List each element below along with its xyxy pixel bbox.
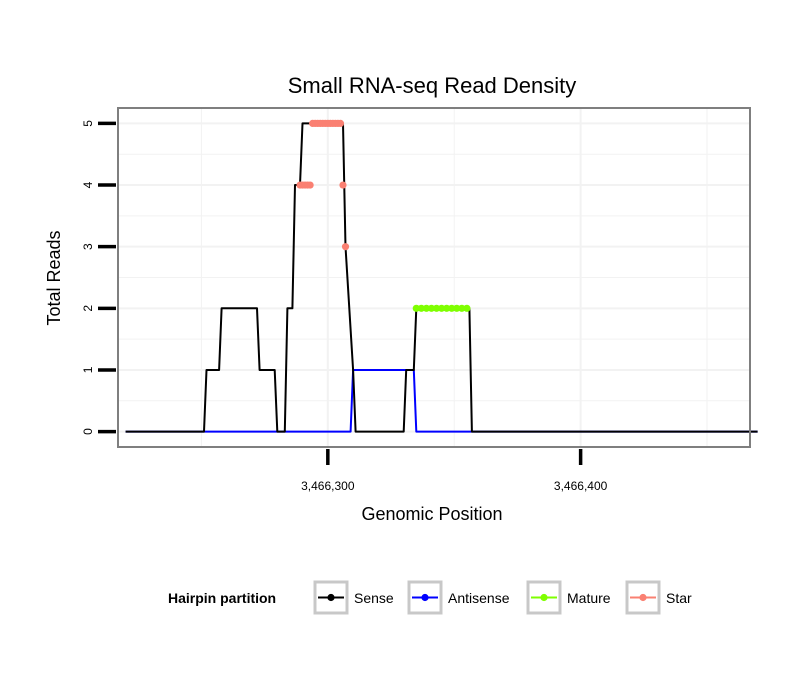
x-axis-title: Genomic Position <box>361 504 502 524</box>
x-tick-label: 3,466,400 <box>554 479 608 493</box>
axes: 0 1 2 3 4 5 3,466,300 3,466,400 <box>81 120 608 493</box>
legend-key-point-antisense <box>421 593 429 602</box>
data-point-star <box>336 119 345 128</box>
y-tick-label: 1 <box>81 366 95 373</box>
data-point-star <box>306 181 314 189</box>
y-axis-title: Total Reads <box>44 230 64 325</box>
legend-key-point-sense <box>327 593 335 602</box>
series-line-sense <box>125 122 758 433</box>
legend-title: Hairpin partition <box>168 590 276 606</box>
panel-border <box>117 107 751 448</box>
grid <box>118 108 750 447</box>
data-point-mature <box>427 304 436 312</box>
legend-label-sense: Sense <box>354 590 394 606</box>
y-tick-label: 2 <box>81 305 95 312</box>
y-tick-label: 0 <box>81 428 95 435</box>
x-tick-label: 3,466,300 <box>301 479 355 493</box>
y-tick-label: 3 <box>81 243 95 250</box>
data-point-mature <box>453 304 461 312</box>
y-tick-label: 4 <box>81 181 95 188</box>
data-point-mature <box>432 304 441 312</box>
data-point-mature <box>417 304 425 312</box>
data-point-mature <box>412 304 420 312</box>
data-point-mature <box>448 304 456 312</box>
y-tick-label: 5 <box>81 120 95 127</box>
legend-label-antisense: Antisense <box>448 590 510 606</box>
data-point-mature <box>437 304 446 312</box>
legend-label-mature: Mature <box>567 590 611 606</box>
data-point-mature <box>458 304 466 312</box>
data-point-mature <box>443 304 451 312</box>
legend-key-point-mature <box>540 593 548 602</box>
data-point-star <box>341 243 350 251</box>
legend-key-point-star <box>639 593 647 602</box>
data-point-star <box>339 181 347 189</box>
series-layer <box>125 119 758 433</box>
data-point-mature <box>422 304 431 312</box>
legend: Hairpin partition Sense Antisense Mature St… <box>168 580 692 615</box>
legend-label-star: Star <box>666 590 692 606</box>
data-point-mature <box>463 304 471 312</box>
chart-title: Small RNA-seq Read Density <box>288 73 577 98</box>
